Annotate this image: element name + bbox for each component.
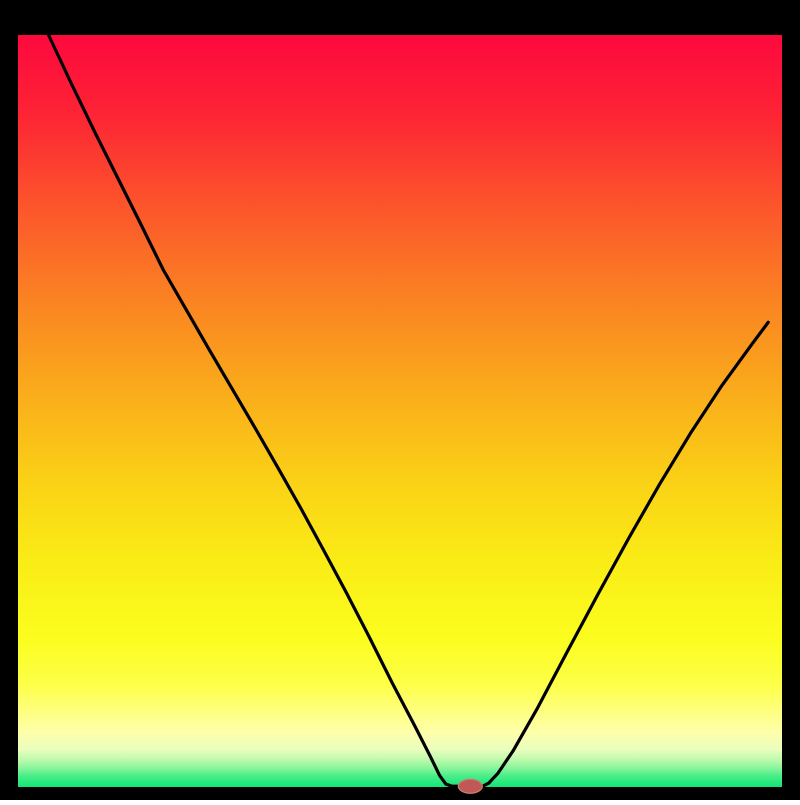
watermark-text: TheBottleneck.com (586, 9, 784, 35)
bottleneck-chart (0, 0, 800, 800)
chart-container: TheBottleneck.com (0, 0, 800, 800)
optimum-marker (458, 779, 482, 793)
plot-background (18, 35, 782, 787)
